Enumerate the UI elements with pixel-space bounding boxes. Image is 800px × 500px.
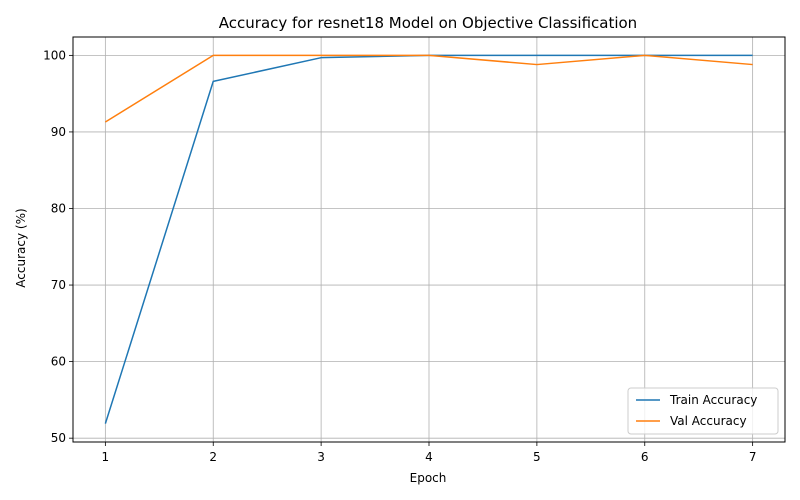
series-lines [104, 54, 753, 424]
legend-box [627, 387, 779, 435]
y-tick-label: 80 [51, 201, 66, 215]
y-axis: 50 60 70 80 90 100 [43, 48, 73, 445]
series-line-val-accuracy [104, 54, 753, 123]
y-tick-label: 60 [51, 355, 66, 369]
legend: Train Accuracy Val Accuracy [627, 387, 779, 435]
x-tick-label: 6 [641, 450, 649, 464]
x-tick-label: 7 [749, 450, 757, 464]
x-tick-label: 1 [102, 450, 110, 464]
y-tick-label: 90 [51, 125, 66, 139]
x-tick-label: 3 [317, 450, 325, 464]
gridlines [73, 37, 785, 442]
y-tick-label: 70 [51, 278, 66, 292]
x-tick-label: 5 [533, 450, 541, 464]
x-axis-label: Epoch [410, 471, 447, 485]
y-tick-label: 50 [51, 431, 66, 445]
legend-label-val: Val Accuracy [670, 414, 747, 428]
x-axis: 1 2 3 4 5 6 7 [102, 442, 757, 464]
y-axis-label: Accuracy (%) [14, 208, 28, 287]
chart-title: Accuracy for resnet18 Model on Objective… [219, 14, 637, 32]
legend-label-train: Train Accuracy [669, 393, 757, 407]
x-tick-label: 4 [425, 450, 433, 464]
y-tick-label: 100 [43, 48, 66, 62]
x-tick-label: 2 [209, 450, 217, 464]
